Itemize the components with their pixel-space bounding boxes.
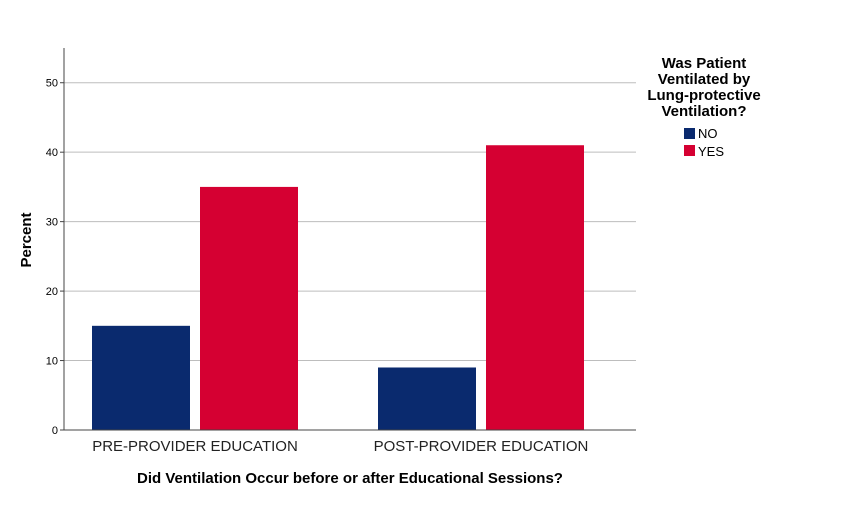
bars (92, 145, 584, 430)
legend-swatch-no (684, 128, 695, 139)
y-tick-label: 40 (46, 147, 58, 159)
bar-no-pre (92, 325, 190, 430)
y-tick-label: 20 (46, 286, 58, 298)
legend: Was Patient Ventilated by Lung-protectiv… (647, 55, 760, 159)
x-category-label: PRE-PROVIDER EDUCATION (92, 438, 298, 455)
legend-swatch-yes (684, 145, 695, 156)
y-tick-label: 10 (46, 356, 58, 368)
legend-label-no: NO (698, 126, 718, 141)
bar-yes-post (486, 145, 584, 430)
legend-title-line-4: Ventilation? (661, 103, 746, 120)
axes (63, 48, 636, 431)
y-tick-label: 30 (46, 217, 58, 229)
y-tick-label: 0 (52, 425, 58, 437)
y-tick-label: 50 (46, 78, 58, 90)
y-axis-title: Percent (18, 212, 35, 267)
legend-title-line-1: Was Patient (662, 55, 746, 72)
legend-title-line-3: Lung-protective (647, 87, 760, 104)
legend-title-line-2: Ventilated by (658, 71, 751, 88)
x-category-label: POST-PROVIDER EDUCATION (374, 438, 589, 455)
legend-label-yes: YES (698, 144, 724, 159)
x-category-labels: PRE-PROVIDER EDUCATION POST-PROVIDER EDUC… (92, 438, 588, 455)
bar-yes-pre (200, 186, 298, 430)
y-tick-labels: 0 10 20 30 40 50 (46, 78, 64, 437)
x-axis-title: Did Ventilation Occur before or after Ed… (137, 470, 563, 487)
bar-no-post (378, 367, 476, 430)
